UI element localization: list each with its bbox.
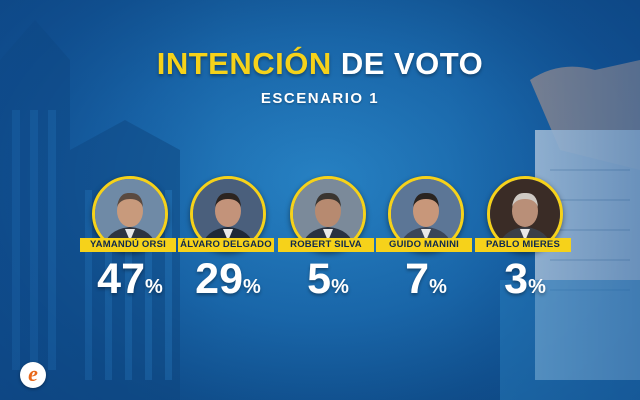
chart-title: INTENCIÓN DE VOTO [0, 44, 640, 84]
candidate-name: PABLO MIERES [475, 238, 571, 252]
vote-percentage: 7% [376, 254, 476, 312]
candidate-name: ROBERT SILVA [278, 238, 374, 252]
percentage-value: 47 [97, 255, 146, 303]
candidate-name: GUIDO MANINI [376, 238, 472, 252]
vote-percentage: 29% [178, 254, 278, 312]
vote-percentage: 3% [475, 254, 575, 312]
percent-symbol: % [331, 276, 349, 298]
chart-subtitle: ESCENARIO 1 [260, 90, 380, 107]
percentage-value: 3 [504, 255, 529, 303]
percent-symbol: % [429, 276, 447, 298]
percent-symbol: % [528, 276, 546, 298]
percentage-value: 5 [307, 255, 332, 303]
percent-symbol: % [145, 276, 163, 298]
vote-percentage: 5% [278, 254, 378, 312]
candidate-name: ÁLVARO DELGADO [178, 238, 274, 252]
title-rest: DE VOTO [340, 46, 484, 81]
candidate-name: YAMANDÚ ORSI [80, 238, 176, 252]
percent-symbol: % [243, 276, 261, 298]
logo-letter: e [28, 361, 38, 386]
e-logo-icon: e [20, 362, 46, 388]
vote-percentage: 47% [80, 254, 180, 312]
percentage-value: 7 [405, 255, 430, 303]
title-highlight: INTENCIÓN [156, 46, 332, 81]
percentage-value: 29 [195, 255, 244, 303]
